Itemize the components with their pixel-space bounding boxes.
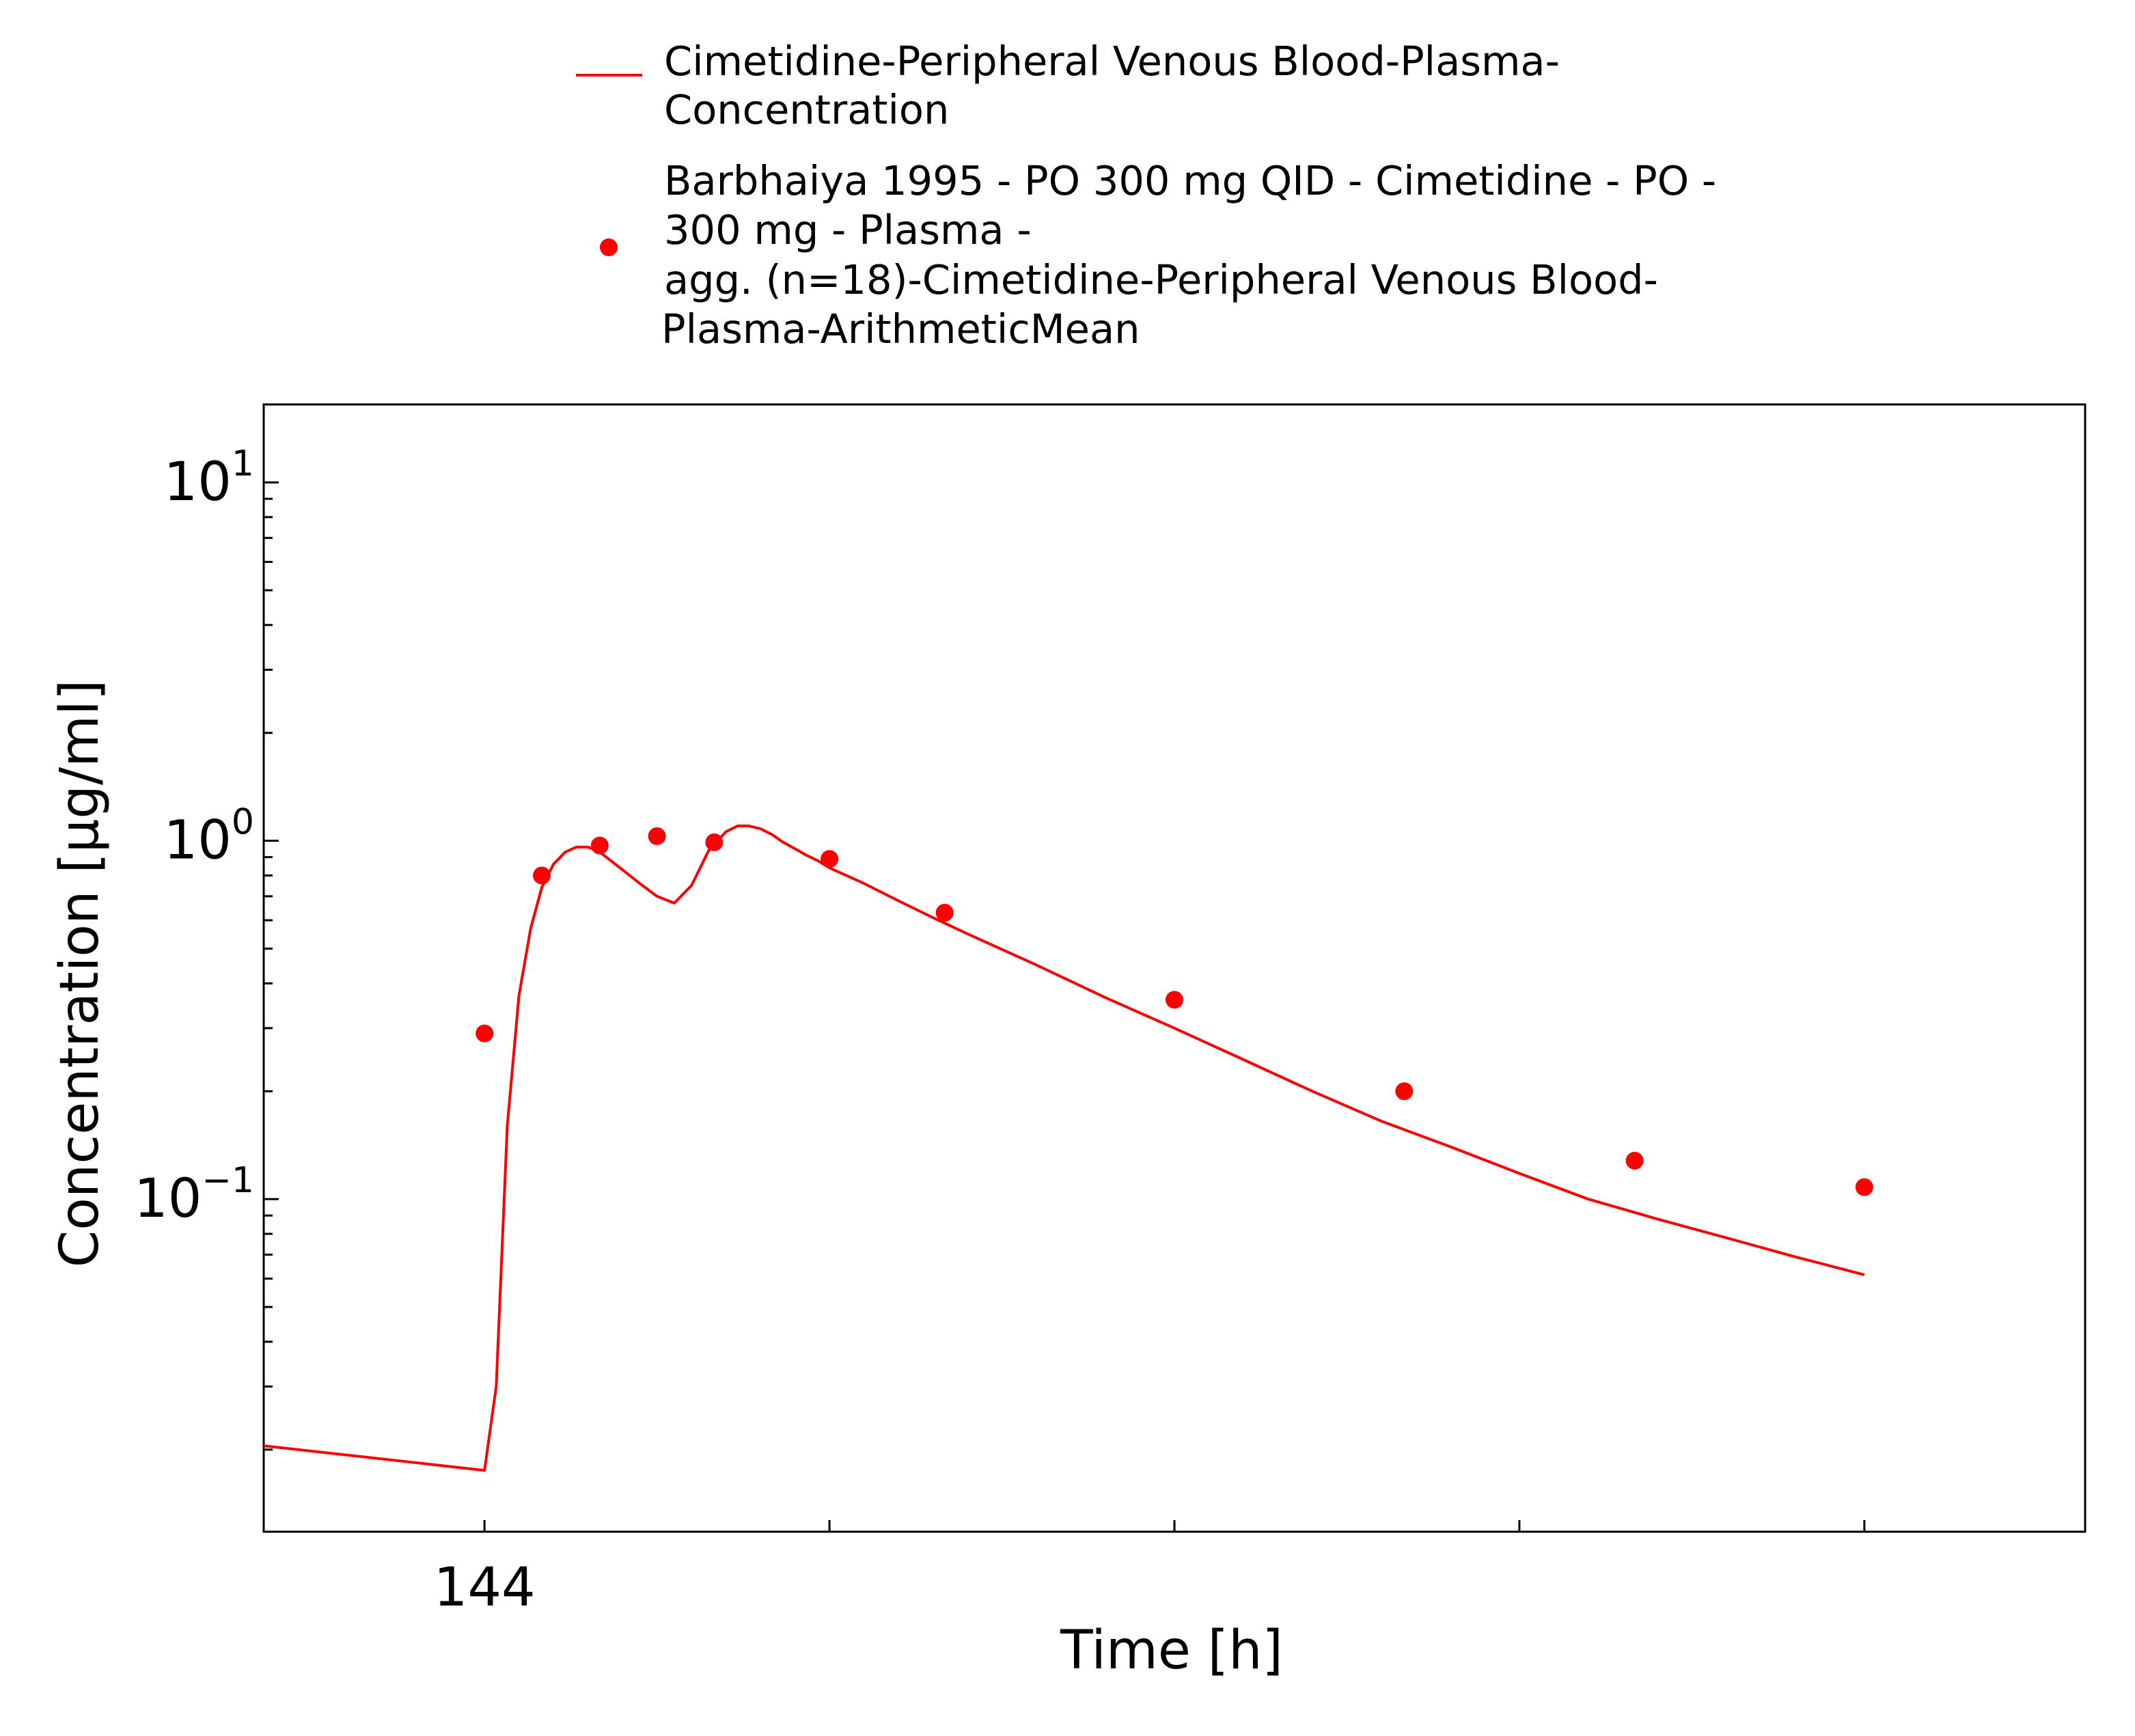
- legend-marker-label-3: agg. (n=18)-Cimetidine-Peripheral Venous…: [664, 256, 1658, 303]
- y-axis: 101 100 10−1: [134, 443, 279, 1451]
- legend-marker-swatch: [600, 238, 618, 256]
- plot-frame: [262, 403, 2086, 1533]
- legend-marker-label-4: Plasma-ArithmeticMean: [661, 305, 1140, 353]
- observed-data-point: [1625, 1151, 1644, 1170]
- observed-data-point: [1855, 1178, 1873, 1196]
- legend-marker-label-1: Barbhaiya 1995 - PO 300 mg QID - Cimetid…: [664, 157, 1716, 204]
- legend-line-label-2: Concentration: [664, 86, 949, 133]
- observed-data-point: [533, 866, 551, 885]
- legend: Cimetidine-Peripheral Venous Blood-Plasm…: [576, 38, 1716, 353]
- legend-line-label-1: Cimetidine-Peripheral Venous Blood-Plasm…: [664, 38, 1560, 85]
- simulated-concentration-line: [263, 824, 1865, 1472]
- observed-data-point: [705, 833, 724, 851]
- y-tick-label: 100: [164, 802, 254, 872]
- observed-data-point: [1166, 991, 1183, 1009]
- legend-marker-label-2: 300 mg - Plasma -: [664, 206, 1032, 253]
- x-axis: 144: [434, 1520, 1866, 1618]
- observed-data-point: [476, 1024, 494, 1043]
- observed-data-point: [590, 836, 609, 855]
- y-tick-label: 101: [164, 443, 254, 513]
- observed-data-point: [648, 827, 666, 845]
- observed-data-point: [935, 903, 954, 922]
- series-layer: [263, 824, 1873, 1472]
- y-axis-label: Concentration [µg/ml]: [49, 680, 111, 1268]
- observed-data-point: [1395, 1082, 1414, 1101]
- y-tick-label: 10−1: [134, 1160, 254, 1230]
- observed-data-point: [821, 850, 839, 868]
- x-tick-label: 144: [434, 1557, 536, 1618]
- x-axis-label: Time [h]: [1060, 1620, 1283, 1681]
- observed-data-points: [476, 827, 1873, 1196]
